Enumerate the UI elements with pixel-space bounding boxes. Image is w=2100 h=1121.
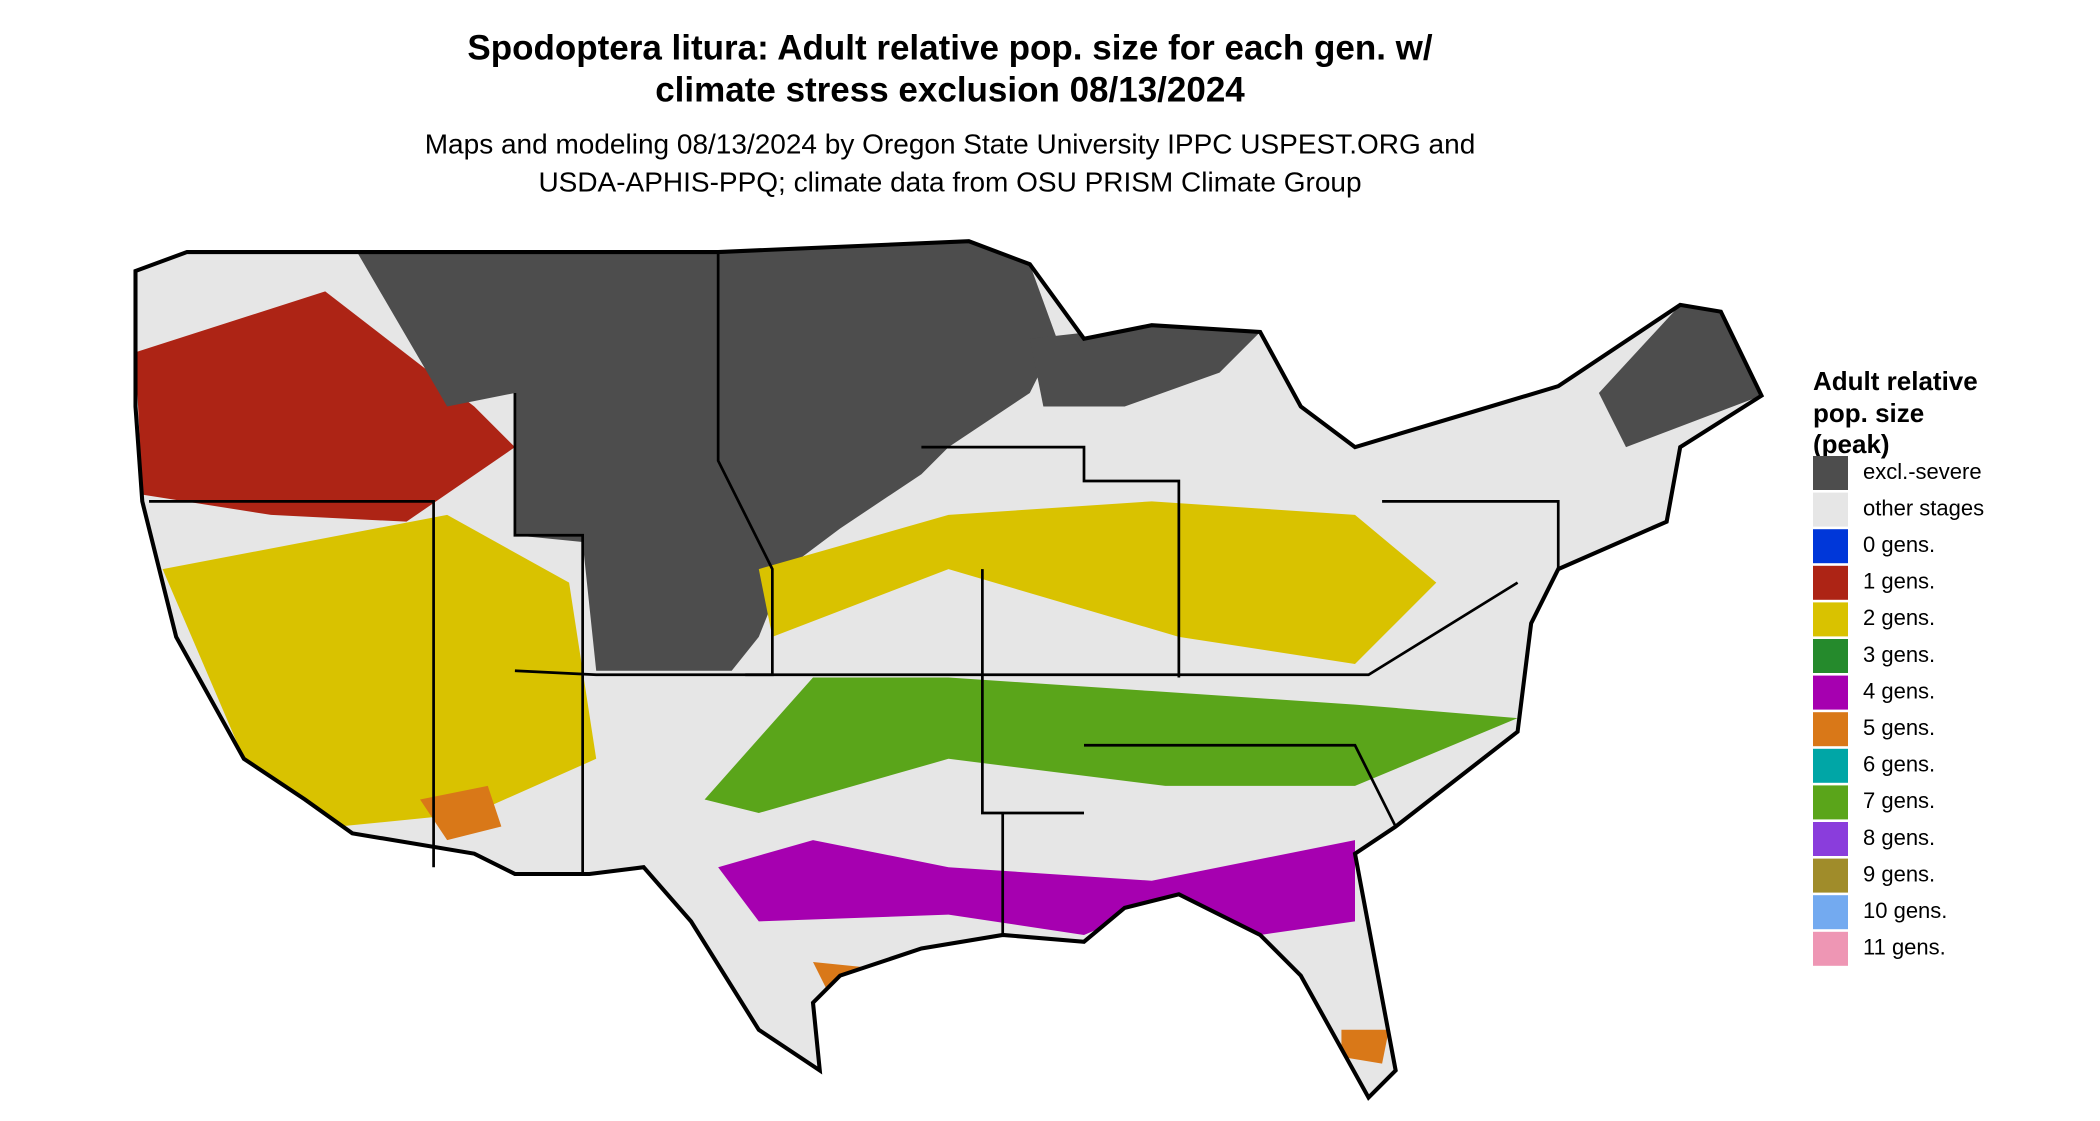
legend-swatch — [1813, 529, 1848, 564]
region — [1029, 325, 1261, 407]
legend-label: 0 gens. — [1863, 532, 1935, 557]
legend-label: 5 gens. — [1863, 715, 1935, 740]
subtitle-line: USDA-APHIS-PPQ; climate data from OSU PR… — [538, 166, 1361, 197]
legend-title-line: Adult relative — [1813, 366, 1978, 396]
legend-label: 3 gens. — [1863, 642, 1935, 667]
legend-label: 7 gens. — [1863, 788, 1935, 813]
legend-title-line: pop. size — [1813, 398, 1924, 428]
legend-label: excl.-severe — [1863, 459, 1982, 484]
legend-swatch — [1813, 492, 1848, 527]
legend-title-line: (peak) — [1813, 429, 1890, 459]
us-map — [122, 230, 1775, 1111]
region — [420, 785, 502, 841]
legend-swatch — [1813, 456, 1848, 490]
legend-swatch — [1813, 931, 1848, 966]
title-line: climate stress exclusion 08/13/2024 — [655, 70, 1245, 109]
legend-swatch — [1813, 712, 1848, 747]
legend-label: 8 gens. — [1863, 825, 1935, 850]
legend-label: 1 gens. — [1863, 569, 1935, 594]
legend: Adult relative pop. size (peak) excl.-se… — [1813, 366, 1984, 966]
region — [352, 241, 1057, 671]
legend-label: other stages — [1863, 495, 1984, 520]
subtitle-line: Maps and modeling 08/13/2024 by Oregon S… — [425, 128, 1476, 159]
legend-swatch — [1813, 602, 1848, 637]
legend-label: 4 gens. — [1863, 678, 1935, 703]
region — [718, 840, 1355, 935]
legend-swatch — [1813, 565, 1848, 600]
region — [135, 291, 515, 522]
legend-label: 6 gens. — [1863, 752, 1935, 777]
region — [162, 514, 597, 827]
legend-swatch — [1813, 639, 1848, 673]
legend-swatch — [1813, 858, 1848, 893]
legend-label: 2 gens. — [1863, 605, 1935, 630]
legend-label: 11 gens. — [1863, 935, 1946, 960]
legend-label: 10 gens. — [1863, 898, 1947, 923]
region — [1598, 304, 1762, 448]
title-line: Spodoptera litura: Adult relative pop. s… — [467, 28, 1433, 67]
legend-swatch — [1813, 895, 1848, 930]
region — [1341, 1029, 1389, 1064]
state-lines — [149, 252, 1560, 935]
legend-label: 9 gens. — [1863, 861, 1935, 886]
legend-swatch — [1813, 748, 1848, 783]
legend-swatch — [1813, 675, 1848, 710]
legend-swatch — [1813, 822, 1848, 856]
legend-swatch — [1813, 785, 1848, 820]
region — [758, 501, 1437, 664]
region — [813, 962, 908, 1044]
